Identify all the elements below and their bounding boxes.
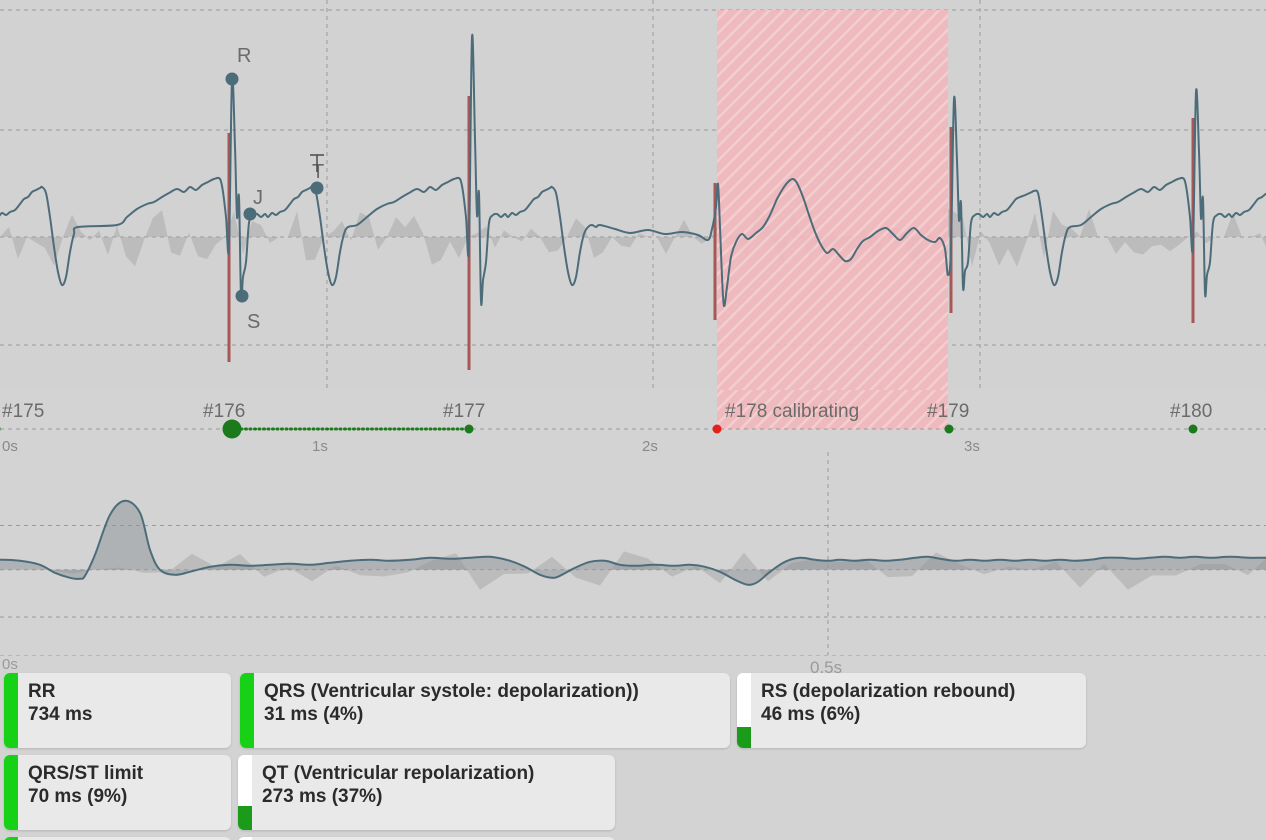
svg-text:S: S — [247, 311, 260, 333]
svg-text:2s: 2s — [642, 438, 658, 452]
svg-text:R: R — [237, 45, 251, 67]
svg-text:3s: 3s — [964, 438, 980, 452]
svg-text:0s: 0s — [2, 656, 18, 673]
svg-text:0s: 0s — [2, 438, 18, 452]
svg-text:J: J — [253, 187, 263, 209]
svg-text:#175: #175 — [2, 401, 44, 422]
svg-text:#179: #179 — [927, 401, 969, 422]
svg-text:#178 calibrating: #178 calibrating — [725, 401, 859, 422]
svg-text:#177: #177 — [443, 401, 485, 422]
svg-text:#176: #176 — [203, 401, 245, 422]
svg-text:T: T — [312, 161, 324, 183]
svg-text:#180: #180 — [1170, 401, 1212, 422]
svg-text:1s: 1s — [312, 438, 328, 452]
